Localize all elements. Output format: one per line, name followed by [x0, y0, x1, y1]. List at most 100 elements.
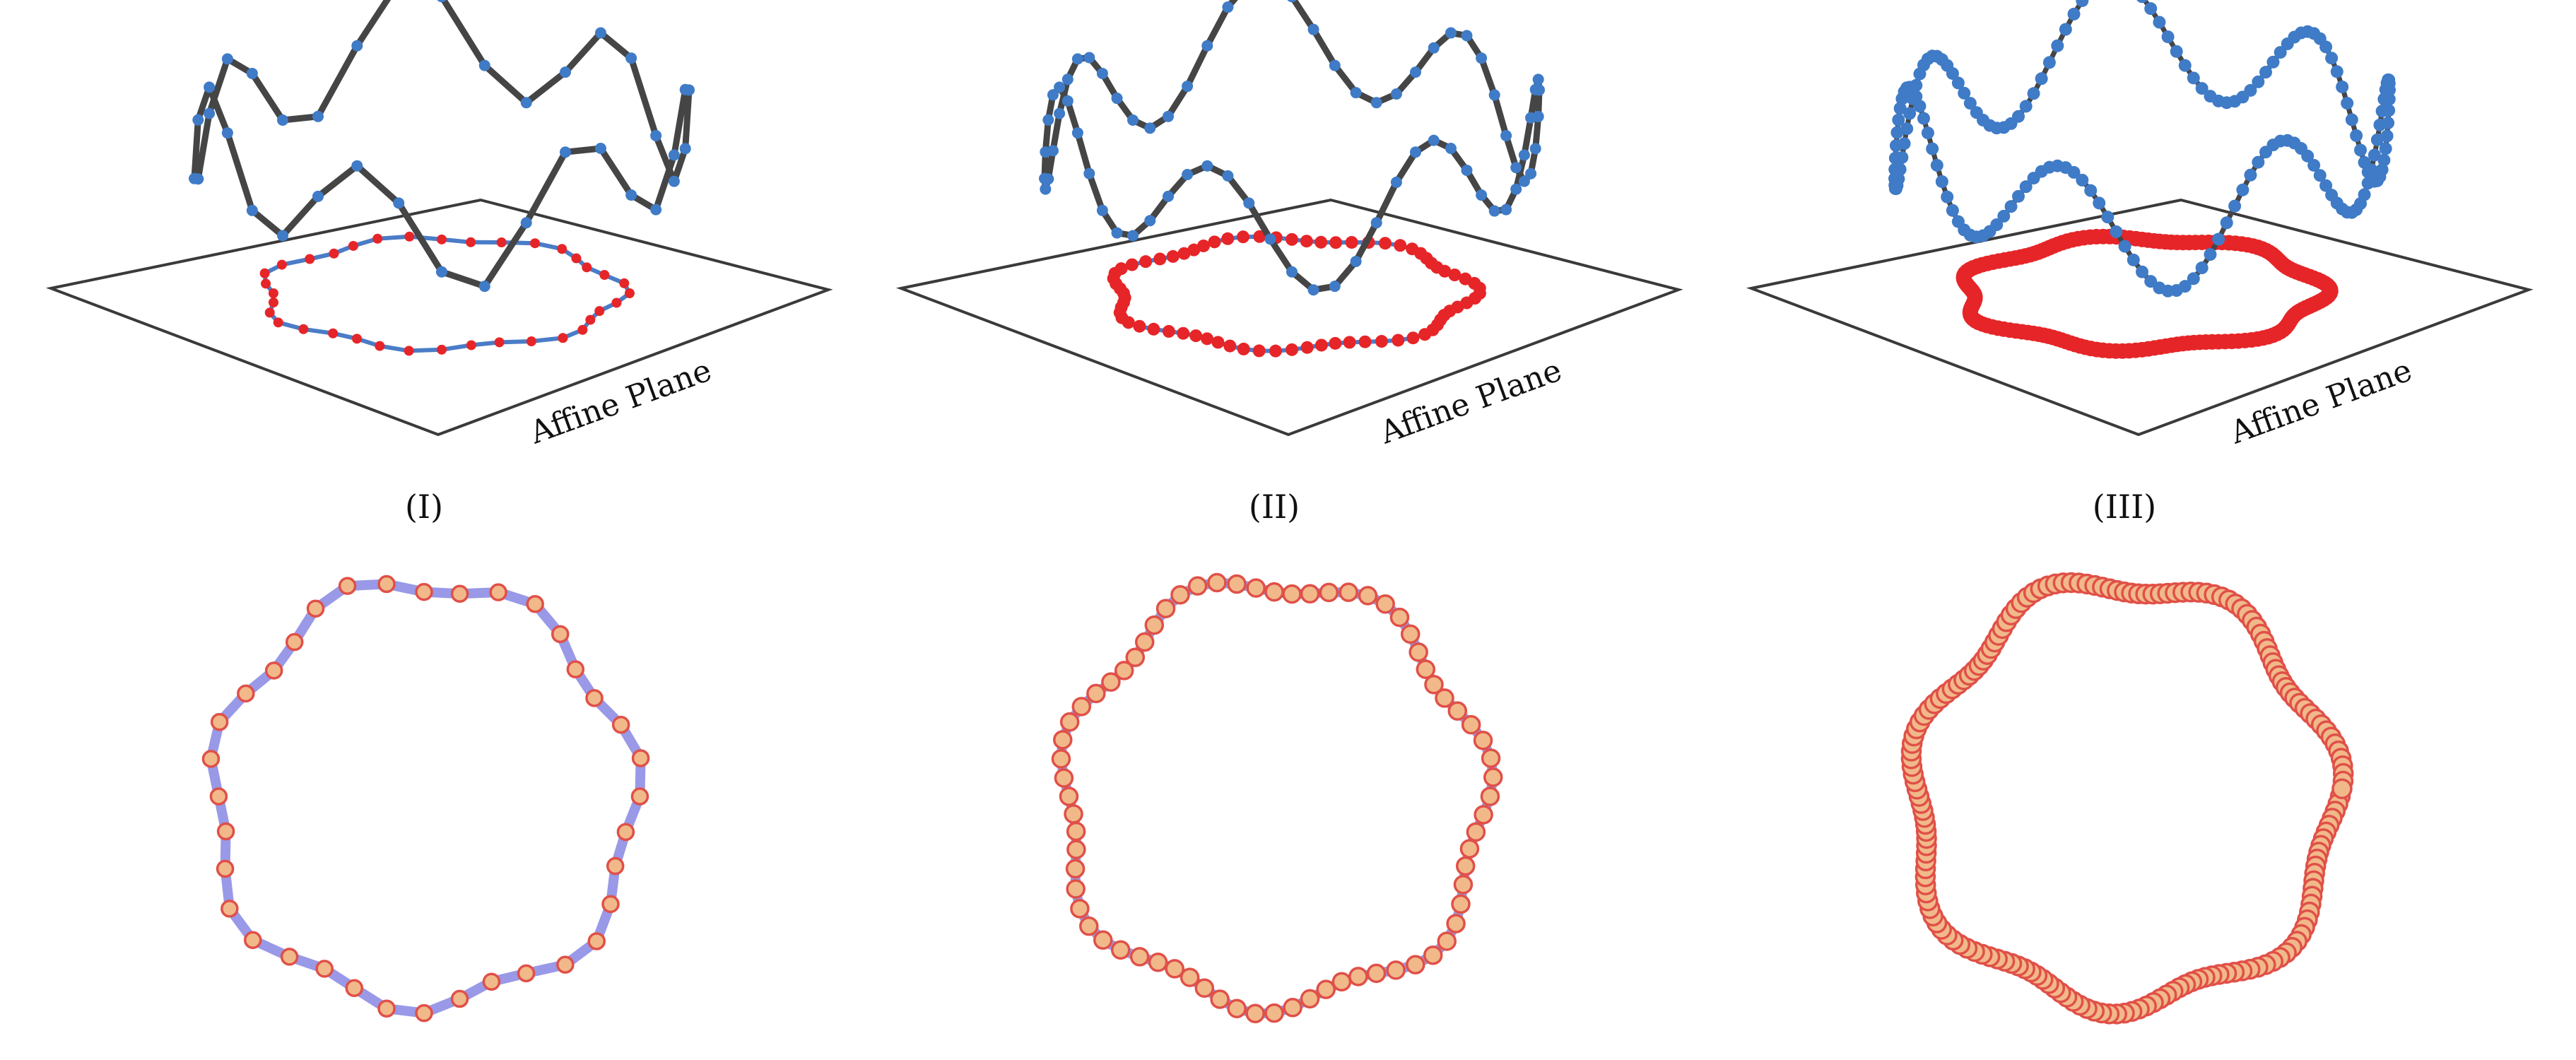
lifted-point: [2220, 216, 2233, 230]
lifted-point: [1243, 197, 1255, 209]
lifted-point: [2319, 40, 2333, 54]
projected-point: [1177, 247, 1191, 260]
projected-point: [1315, 338, 1328, 352]
bottom-point: [1300, 584, 1320, 603]
bottom-point: [1066, 879, 1086, 899]
bottom-curve-line: [206, 579, 646, 1018]
lifted-point: [2004, 200, 2018, 213]
lifted-point: [2370, 133, 2384, 146]
bottom-point: [1339, 582, 1358, 602]
lifted-point: [1370, 97, 1382, 109]
panel-label: (II): [1249, 488, 1300, 526]
lifted-point: [2027, 87, 2040, 100]
bottom-point: [1155, 599, 1176, 618]
bottom-point: [1059, 712, 1080, 732]
bottom-point: [526, 595, 544, 613]
bottom-point: [377, 999, 396, 1018]
lifted-point: [2144, 2, 2158, 16]
lifted-point: [1083, 167, 1095, 179]
bottom-point: [285, 632, 304, 652]
lifted-point: [277, 230, 289, 242]
bottom-point: [1437, 931, 1457, 951]
bottom-point: [1207, 572, 1227, 593]
bottom-point: [1424, 675, 1444, 695]
bottom-point: [585, 689, 604, 707]
lifted-point: [1510, 162, 1522, 174]
lifted-point: [192, 173, 204, 185]
bottom-point: [216, 859, 235, 878]
lifted-point: [668, 175, 680, 187]
lifted-point: [1111, 227, 1123, 239]
lifted-point: [1350, 87, 1362, 99]
projected-point: [558, 333, 568, 343]
lifted-point: [2027, 172, 2040, 185]
bottom-point: [556, 955, 575, 974]
lifted-point: [1182, 81, 1194, 93]
lifted-point: [2244, 83, 2257, 97]
projected-point: [1187, 243, 1201, 257]
lifted-point: [520, 97, 532, 109]
lifted-point: [1946, 66, 1959, 80]
projected-point: [1379, 237, 1392, 250]
lifted-point: [2012, 189, 2025, 203]
lifted-point: [560, 146, 571, 158]
bottom-point: [1300, 989, 1320, 1009]
panel-label: (III): [2093, 488, 2156, 526]
projected-point: [1166, 249, 1180, 263]
lifted-curve-line: [1892, 0, 2392, 294]
projected-point: [1147, 322, 1160, 336]
lifted-point: [1410, 146, 1421, 158]
lifted-point: [478, 59, 490, 71]
projected-point: [594, 306, 605, 317]
lifted-point: [2019, 180, 2033, 194]
lifted-point: [2019, 100, 2033, 113]
lifted-point: [2330, 65, 2343, 78]
lifted-point: [2076, 0, 2089, 7]
lifted-point: [2195, 82, 2209, 95]
lifted-point: [1917, 112, 1930, 125]
projected-point: [1406, 331, 1420, 345]
lifted-point: [2187, 272, 2200, 285]
bottom-point: [1148, 953, 1168, 972]
lifted-point: [679, 143, 691, 155]
projected-point: [582, 262, 592, 273]
lifted-point: [1890, 126, 1904, 139]
bottom-point: [1386, 960, 1406, 980]
lifted-point: [2118, 240, 2131, 253]
projected-point: [1418, 328, 1432, 341]
lifted-point: [1428, 42, 1440, 54]
lifted-point: [2377, 153, 2391, 167]
projected-point: [466, 340, 476, 351]
lifted-point: [1892, 172, 1905, 186]
lifted-point: [2379, 142, 2392, 155]
projected-point: [1252, 344, 1266, 358]
lifted-point: [2368, 148, 2381, 162]
lifted-point: [1127, 114, 1139, 126]
projected-point: [404, 346, 414, 356]
lifted-point: [2035, 72, 2048, 86]
lifted-point: [192, 114, 204, 126]
bottom-point: [566, 660, 585, 678]
bottom-point: [1283, 998, 1302, 1018]
lifted-point: [1935, 175, 1948, 188]
lifted-point: [2382, 116, 2395, 129]
panel-i: Affine Plane (I): [45, 0, 833, 1023]
bottom-point: [1406, 955, 1425, 974]
lifted-point: [2382, 104, 2396, 117]
lifted-point: [1264, 233, 1276, 245]
lifted-point: [1895, 92, 1909, 105]
lifted-point: [1532, 110, 1544, 122]
bottom-point: [1101, 672, 1121, 692]
bottom-point: [1114, 661, 1134, 681]
panel-label: (I): [405, 488, 443, 526]
lifted-point: [2153, 16, 2166, 29]
lifted-point: [312, 190, 324, 202]
bottom-point: [280, 948, 299, 966]
projected-point: [261, 278, 271, 289]
lifted-point: [436, 266, 447, 278]
bottom-point: [1071, 697, 1092, 717]
lifted-point: [1906, 92, 1919, 105]
lifted-point: [204, 107, 216, 119]
bottom-point: [1093, 930, 1113, 950]
